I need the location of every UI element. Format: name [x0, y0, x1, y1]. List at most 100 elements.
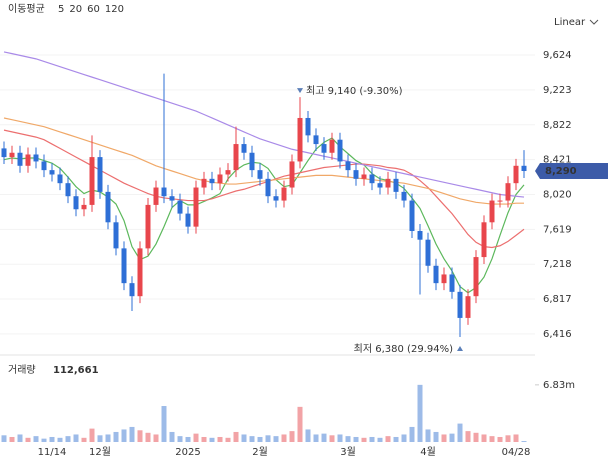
candle	[513, 158, 519, 191]
candle	[169, 189, 175, 208]
candle-body	[201, 178, 207, 188]
candle	[505, 176, 511, 208]
volume-bar	[425, 429, 431, 442]
candle-body	[505, 183, 511, 201]
candle	[313, 128, 319, 152]
candle-body	[473, 257, 479, 297]
volume-bar	[217, 436, 223, 442]
volume-bar	[225, 437, 231, 442]
candle	[129, 276, 135, 311]
volume-bar	[409, 426, 415, 442]
candle	[193, 180, 199, 234]
y-tick-label: 9,223	[543, 85, 572, 96]
candle	[1, 141, 7, 165]
volume-bar	[97, 435, 103, 442]
candle	[105, 184, 111, 230]
candle	[441, 267, 447, 291]
candle-body	[105, 191, 111, 223]
candle-body	[153, 187, 159, 205]
volume-bar	[465, 431, 471, 442]
volume-bar	[265, 435, 271, 442]
candle	[433, 258, 439, 291]
candle-body	[497, 200, 503, 202]
volume-bar	[289, 431, 295, 442]
legend-entry: 5	[58, 4, 64, 15]
candle	[233, 126, 239, 178]
candle-body	[9, 152, 15, 158]
candle	[449, 267, 455, 299]
candle-body	[161, 187, 167, 197]
candle	[217, 167, 223, 191]
candle-body	[273, 196, 279, 201]
candle	[33, 147, 39, 169]
candle-body	[521, 165, 527, 172]
volume-bar	[33, 436, 39, 442]
candle-body	[401, 191, 407, 201]
candle	[377, 176, 383, 195]
candle	[465, 289, 471, 325]
volume-bar	[137, 430, 143, 442]
candle	[481, 215, 487, 265]
volume-bar	[441, 434, 447, 442]
candle-body	[329, 139, 335, 153]
moving-average	[3, 129, 525, 249]
candle-body	[337, 139, 343, 162]
candle-body	[129, 283, 135, 297]
y-tick-label: 8,421	[543, 155, 572, 166]
candle-body	[513, 165, 519, 184]
x-tick-label: 2월	[252, 446, 268, 458]
candle	[369, 167, 375, 191]
y-tick-label: 7,218	[543, 259, 572, 270]
candle-body	[489, 200, 495, 223]
candle-body	[265, 178, 271, 197]
candle-body	[281, 187, 287, 201]
volume-bar	[177, 436, 183, 442]
volume-tick-label: 6.83m	[543, 380, 575, 391]
candle	[153, 180, 159, 212]
volume-bar	[489, 436, 495, 442]
volume-bar	[353, 436, 359, 442]
candle-body	[249, 152, 255, 171]
volume-bar	[105, 434, 111, 442]
volume-bar	[73, 434, 79, 442]
volume-bar	[497, 436, 503, 442]
candle	[273, 189, 279, 208]
volume-bar	[9, 436, 15, 442]
candle	[73, 189, 79, 217]
volume-bar	[233, 431, 239, 442]
candle	[337, 132, 343, 169]
volume-bar	[417, 384, 423, 442]
x-tick-label: 3월	[340, 446, 356, 458]
candle-body	[193, 187, 199, 227]
low-annotation: 최저 6,380 (29.94%)	[354, 343, 453, 355]
candle-body	[145, 204, 151, 249]
candle	[353, 163, 359, 186]
candle-body	[409, 200, 415, 231]
candle-body	[393, 178, 399, 192]
volume-bar	[257, 436, 263, 442]
candle	[81, 197, 87, 217]
candle-body	[137, 248, 143, 297]
volume-bar	[161, 406, 167, 442]
volume-title: 거래량	[8, 364, 36, 376]
volume-bar	[57, 437, 63, 442]
volume-bar	[297, 406, 303, 442]
volume-bar	[481, 434, 487, 442]
scale-mode[interactable]: Linear	[554, 17, 586, 28]
y-tick-label: 6,817	[543, 294, 572, 305]
dropdown-icon[interactable]	[589, 19, 599, 25]
y-tick-label: 6,416	[543, 329, 572, 340]
candle	[9, 145, 15, 165]
x-tick-label: 11/14	[38, 447, 67, 458]
candle-body	[481, 222, 487, 258]
candle	[345, 154, 351, 178]
scale-selector[interactable]: Linear	[554, 17, 599, 28]
candle-body	[33, 154, 39, 162]
candle	[385, 171, 391, 195]
volume-bar	[129, 426, 135, 442]
candle-body	[361, 174, 367, 179]
candle	[297, 97, 303, 169]
x-tick-label: 04/28	[502, 447, 531, 458]
candle-body	[425, 239, 431, 266]
candle-body	[185, 213, 191, 227]
